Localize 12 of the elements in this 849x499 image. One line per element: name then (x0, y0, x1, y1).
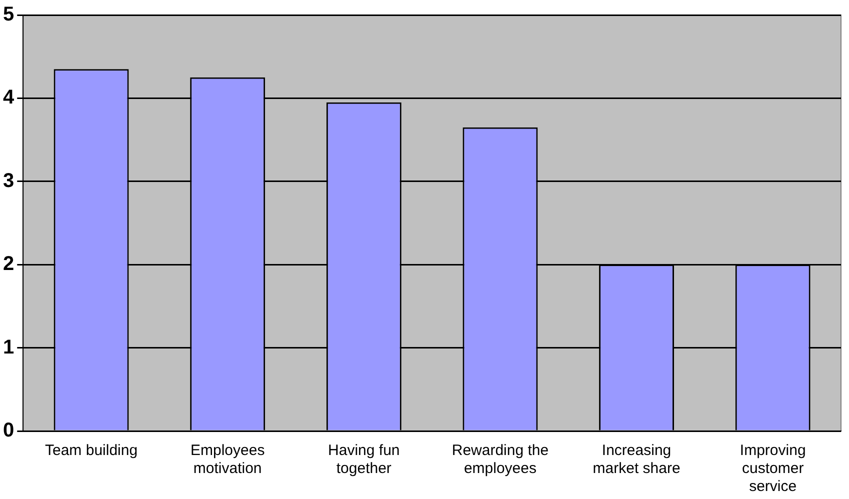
x-tick-label: Team building (45, 442, 138, 460)
x-tick-label: Improving customer service (740, 442, 806, 496)
y-tick-label: 1 (3, 336, 14, 358)
y-tick-label: 2 (3, 253, 14, 276)
x-tick-label: Having fun together (328, 442, 400, 478)
x-tick-label: Employees motivation (190, 442, 265, 478)
y-tick-label: 0 (3, 420, 14, 442)
y-tick-label: 5 (3, 4, 14, 26)
x-tick-label: Increasing market share (592, 442, 680, 478)
y-tick-label: 3 (3, 170, 14, 192)
y-tick-label: 4 (3, 86, 15, 109)
x-tick-label: Rewarding the employees (452, 442, 549, 478)
